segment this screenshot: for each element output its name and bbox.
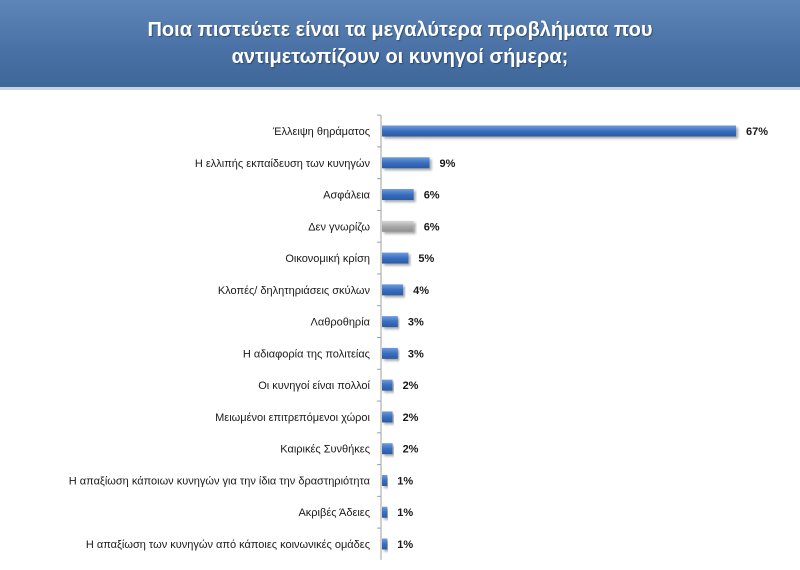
category-label: Οικονομική κρίση xyxy=(285,253,370,265)
data-label: 4% xyxy=(413,285,429,297)
category-label: Ασφάλεια xyxy=(323,190,370,202)
data-label: 1% xyxy=(397,475,413,487)
category-label: Ακριβές Άδειες xyxy=(298,507,370,519)
category-label: Λαθροθηρία xyxy=(311,317,371,329)
data-label: 2% xyxy=(403,444,419,456)
category-label: Οι κυνηγοί είναι πολλοί xyxy=(258,380,370,392)
data-label: 67% xyxy=(746,126,768,138)
category-label: Έλλειψη θηράματος xyxy=(272,126,370,138)
bar xyxy=(382,506,388,518)
bar xyxy=(382,411,393,423)
data-label: 3% xyxy=(408,348,424,360)
bar xyxy=(382,316,398,328)
bar xyxy=(382,347,398,359)
bar xyxy=(382,189,414,201)
data-label: 1% xyxy=(397,507,413,519)
data-label: 2% xyxy=(403,380,419,392)
data-label: 6% xyxy=(424,190,440,202)
category-label: Καιρικές Συνθήκες xyxy=(280,444,370,456)
category-label: Μειωμένοι επιτρεπόμενοι χώροι xyxy=(215,412,370,424)
data-label: 6% xyxy=(424,221,440,233)
bar xyxy=(382,252,409,264)
category-label: Η απαξίωση κάποιων κυνηγών για την ίδια … xyxy=(69,475,371,487)
category-label: Δεν γνωρίζω xyxy=(308,221,370,233)
bar xyxy=(382,125,736,137)
bar xyxy=(382,220,414,232)
bar xyxy=(382,379,393,391)
bar xyxy=(382,474,388,486)
chart-title-banner: Ποια πιστεύετε είναι τα μεγαλύτερα προβλ… xyxy=(0,0,800,90)
chart-title: Ποια πιστεύετε είναι τα μεγαλύτερα προβλ… xyxy=(147,18,653,68)
data-label: 5% xyxy=(418,253,434,265)
data-label: 3% xyxy=(408,317,424,329)
category-label: Η αδιαφορία της πολιτείας xyxy=(243,348,370,360)
category-label: Η ελλιπής εκπαίδευση των κυνηγών xyxy=(195,158,371,170)
category-label: Κλοπές/ δηλητηριάσεις σκύλων xyxy=(218,285,371,297)
data-label: 9% xyxy=(440,158,456,170)
bar xyxy=(382,284,404,296)
bar xyxy=(382,157,430,169)
bar xyxy=(382,538,388,550)
data-label: 1% xyxy=(397,539,413,551)
category-label: Η απαξίωση των κυνηγών από κάποιες κοινω… xyxy=(86,539,370,551)
bar xyxy=(382,443,393,455)
data-label: 2% xyxy=(403,412,419,424)
